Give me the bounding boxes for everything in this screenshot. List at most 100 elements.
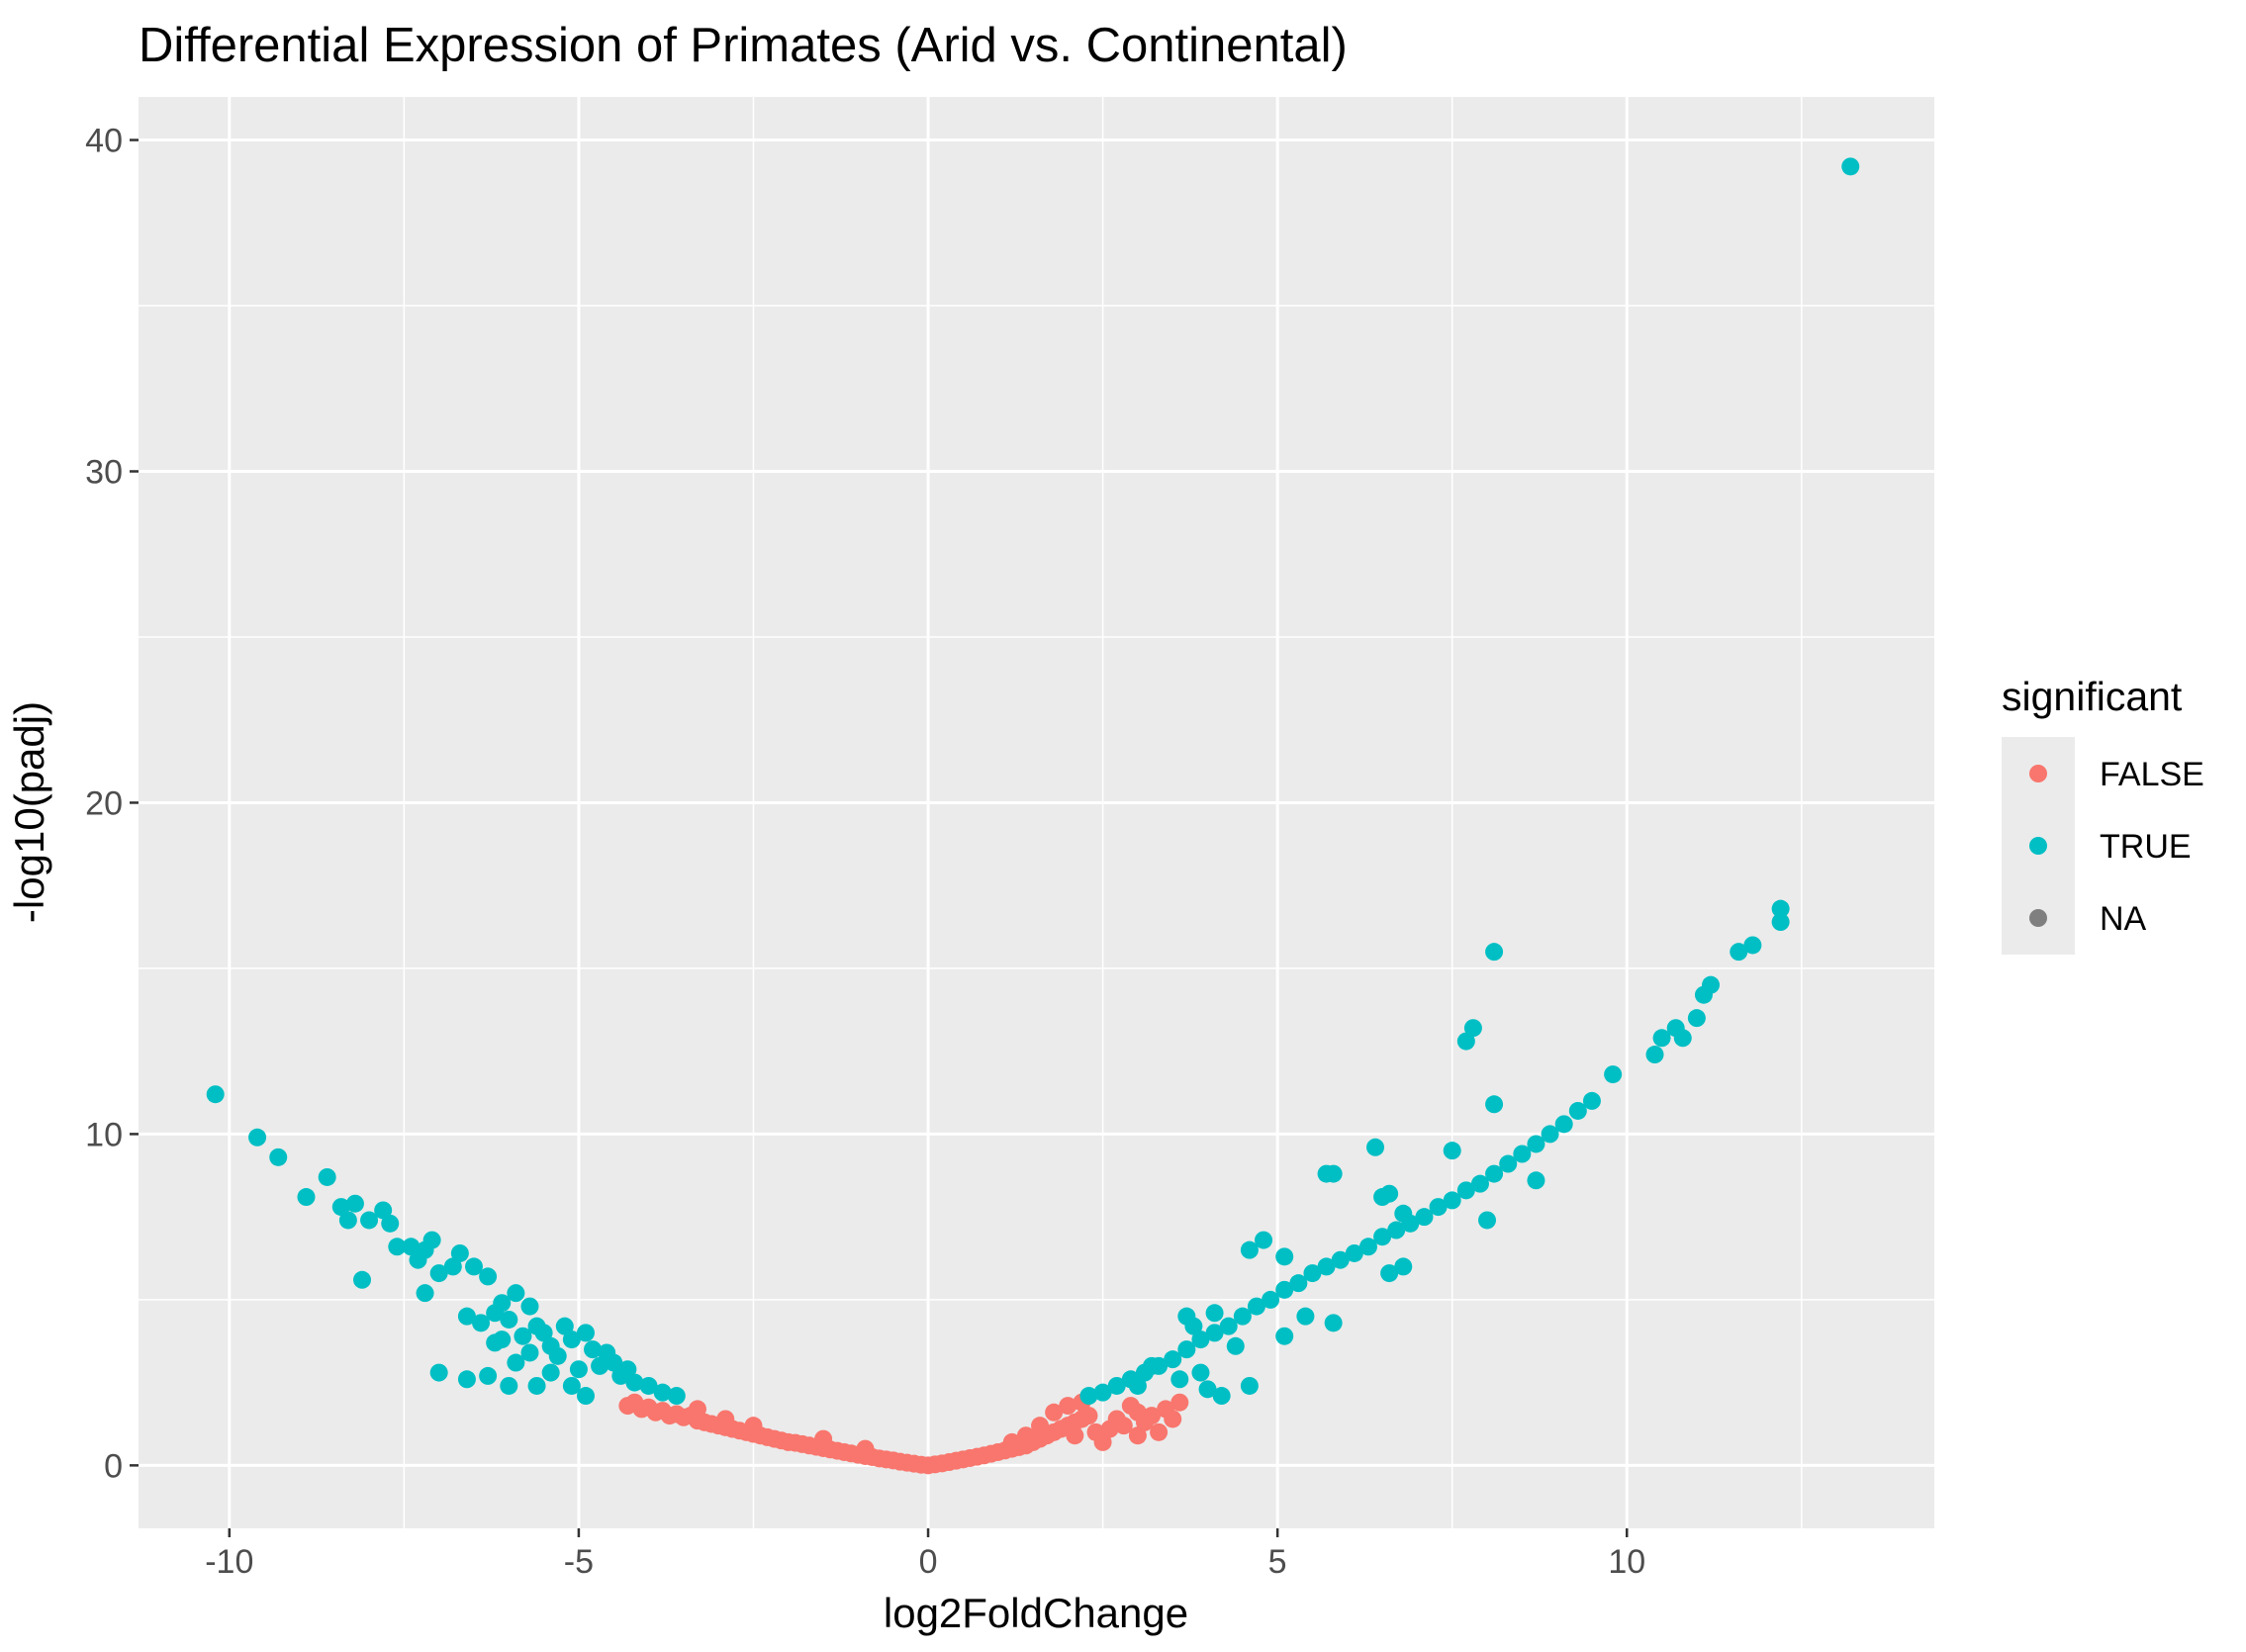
data-point-true bbox=[514, 1327, 532, 1345]
data-point-true bbox=[520, 1343, 539, 1362]
data-point-true bbox=[1296, 1307, 1315, 1326]
y-tick-label: 30 bbox=[85, 453, 123, 491]
data-point-true bbox=[1303, 1264, 1322, 1283]
data-point-true bbox=[297, 1188, 316, 1207]
data-point-true bbox=[1373, 1228, 1392, 1246]
data-point-true bbox=[1485, 943, 1504, 962]
data-point-false bbox=[1107, 1410, 1126, 1428]
y-tick-label: 20 bbox=[85, 784, 123, 822]
x-tick-label: 5 bbox=[1268, 1543, 1287, 1581]
data-point-true bbox=[625, 1373, 644, 1392]
legend-key-true bbox=[2029, 837, 2047, 855]
minor-gridlines bbox=[139, 97, 1934, 1528]
data-point-true bbox=[1527, 1171, 1545, 1190]
legend-label-false: FALSE bbox=[2100, 756, 2204, 793]
data-point-true bbox=[429, 1363, 448, 1382]
data-point-true bbox=[1331, 1250, 1350, 1269]
data-point-true bbox=[429, 1264, 448, 1283]
data-point-true bbox=[1366, 1138, 1385, 1156]
data-point-true bbox=[269, 1147, 288, 1166]
data-point-true bbox=[1205, 1304, 1224, 1323]
data-point-true bbox=[1652, 1029, 1671, 1048]
data-point-false bbox=[688, 1400, 706, 1419]
data-point-true bbox=[562, 1331, 581, 1349]
data-point-true bbox=[1358, 1238, 1377, 1256]
data-point-true bbox=[639, 1376, 658, 1395]
data-point-true bbox=[1429, 1198, 1448, 1217]
data-point-true bbox=[443, 1257, 462, 1276]
data-point-true bbox=[206, 1085, 225, 1104]
data-point-true bbox=[1079, 1387, 1098, 1406]
data-point-true bbox=[1456, 1181, 1475, 1200]
data-point-false bbox=[716, 1410, 735, 1428]
data-point-true bbox=[1170, 1370, 1189, 1389]
data-point-true bbox=[1499, 1154, 1518, 1173]
data-point-true bbox=[1443, 1191, 1461, 1210]
data-point-true bbox=[520, 1297, 539, 1316]
data-point-false bbox=[1016, 1426, 1035, 1445]
y-tick-label: 0 bbox=[104, 1447, 123, 1485]
legend-key-false bbox=[2029, 765, 2047, 782]
data-point-true bbox=[1191, 1363, 1210, 1382]
data-point-true bbox=[1541, 1125, 1559, 1144]
data-point-true bbox=[591, 1356, 609, 1375]
legend-label-na: NA bbox=[2100, 900, 2147, 938]
data-point-true bbox=[338, 1211, 357, 1230]
data-point-true bbox=[416, 1284, 434, 1303]
chart-title: Differential Expression of Primates (Ari… bbox=[139, 19, 1348, 72]
data-point-true bbox=[576, 1387, 595, 1406]
data-point-true bbox=[562, 1376, 581, 1395]
y-tick-label: 40 bbox=[85, 123, 123, 160]
x-tick-label: -10 bbox=[205, 1543, 253, 1581]
x-axis-title: log2FoldChange bbox=[884, 1590, 1188, 1636]
data-point-true bbox=[584, 1340, 603, 1359]
data-point-true bbox=[1289, 1274, 1308, 1293]
data-point-true bbox=[1478, 1211, 1497, 1230]
x-axis-ticks: -10 -5 0 5 10 bbox=[205, 1528, 1645, 1581]
data-point-true bbox=[1463, 1019, 1482, 1038]
y-tick-label: 10 bbox=[85, 1116, 123, 1153]
data-point-true bbox=[541, 1363, 560, 1382]
data-point-true bbox=[1240, 1376, 1259, 1395]
data-point-true bbox=[1093, 1383, 1112, 1402]
data-point-true bbox=[576, 1324, 595, 1342]
y-axis-ticks: 0 10 20 30 40 bbox=[85, 123, 139, 1485]
data-point-true bbox=[1568, 1101, 1587, 1120]
data-point-true bbox=[1205, 1324, 1224, 1342]
data-point-false bbox=[814, 1429, 833, 1448]
data-point-true bbox=[1645, 1046, 1664, 1064]
data-point-true bbox=[500, 1310, 518, 1329]
data-point-true bbox=[1177, 1340, 1196, 1359]
data-point-true bbox=[464, 1257, 483, 1276]
x-tick-label: -5 bbox=[564, 1543, 594, 1581]
data-point-true bbox=[1380, 1264, 1399, 1283]
data-point-true bbox=[1143, 1356, 1162, 1375]
data-point-true bbox=[352, 1270, 371, 1289]
data-point-true bbox=[381, 1214, 400, 1233]
data-point-true bbox=[534, 1324, 553, 1342]
data-point-false bbox=[1170, 1393, 1189, 1412]
data-point-true bbox=[1394, 1204, 1413, 1223]
data-point-true bbox=[479, 1267, 498, 1286]
data-point-false bbox=[1150, 1423, 1169, 1441]
data-point-true bbox=[331, 1198, 350, 1217]
data-point-true bbox=[1247, 1297, 1265, 1316]
data-point-true bbox=[1275, 1280, 1294, 1299]
data-point-true bbox=[555, 1317, 574, 1335]
data-point-true bbox=[472, 1314, 491, 1332]
data-point-false bbox=[1045, 1403, 1064, 1422]
data-point-true bbox=[1485, 1164, 1504, 1183]
data-point-true bbox=[1771, 899, 1790, 918]
data-point-false bbox=[1143, 1407, 1162, 1425]
data-point-true bbox=[493, 1294, 512, 1313]
data-point-false bbox=[1059, 1397, 1077, 1416]
data-point-true bbox=[374, 1201, 393, 1220]
data-point-true bbox=[360, 1211, 379, 1230]
x-tick-label: 0 bbox=[919, 1543, 938, 1581]
data-point-true bbox=[1513, 1145, 1532, 1163]
data-point-true bbox=[318, 1167, 336, 1186]
data-point-false bbox=[1164, 1410, 1182, 1428]
data-point-false bbox=[1121, 1397, 1140, 1416]
data-point-true bbox=[493, 1331, 512, 1349]
